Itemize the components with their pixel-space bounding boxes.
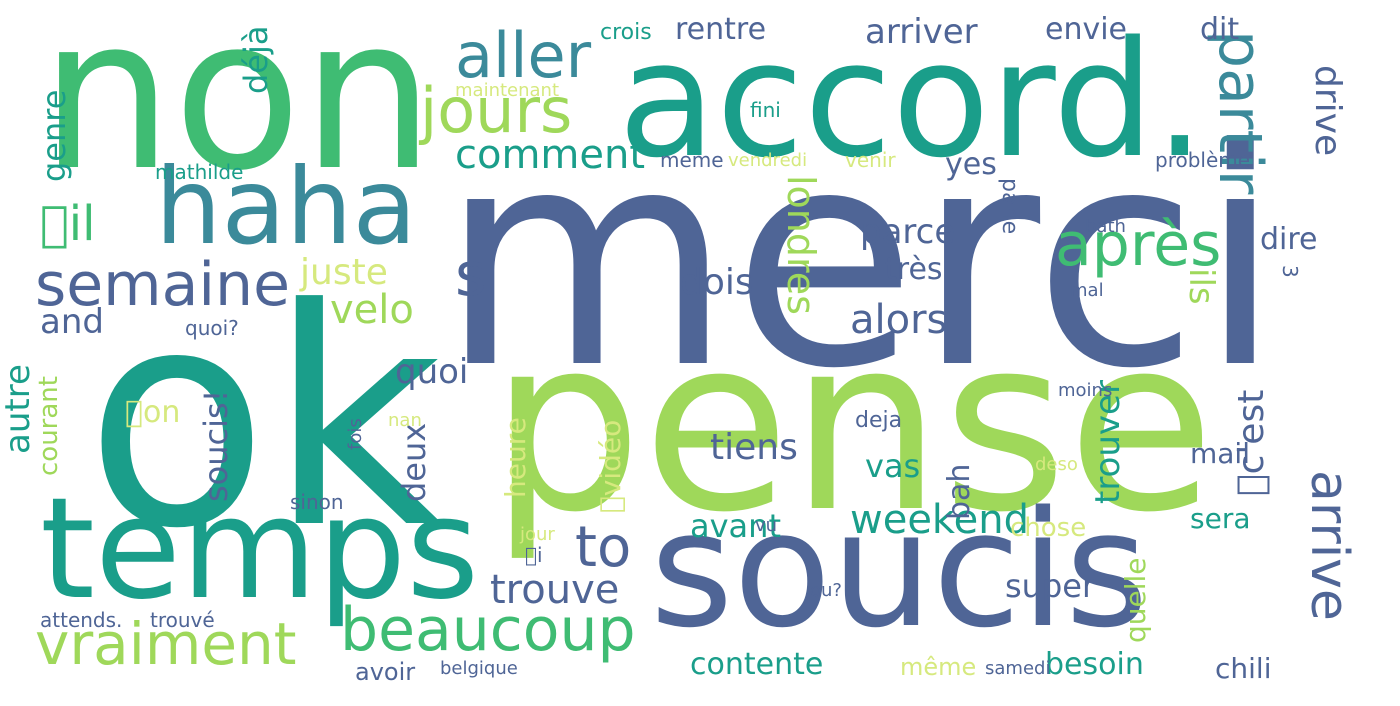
word-attends: attends. [40,610,122,630]
word-vendredi: vendredi [728,152,807,170]
word-fini: fini [750,100,781,120]
word-deja: deja [855,410,902,432]
word-quoi: quoi [395,355,468,389]
word-weekend: weekend [850,500,1029,540]
word-ils: ils [1184,268,1218,305]
word-rentre: rentre [675,15,766,45]
word-deux: deux [398,423,430,502]
word-crois: crois [600,22,652,44]
word-quoi-q: quoi? [185,318,239,338]
word-aller: aller [455,25,591,87]
word-maintenant: maintenant [455,82,559,100]
word-dit: dit [1200,15,1239,45]
word-arrive: arrive [1303,470,1355,621]
word-on-prefixed:  on [125,398,180,428]
word-bath: bath [1085,218,1126,236]
word-3: 3 [1280,265,1300,278]
word-jour: jour [520,526,555,544]
word-alors: alors [850,300,947,340]
word-quelle: quelle [1122,557,1150,643]
word-parce: parce [860,215,955,249]
word-tres: très [885,255,943,285]
word-envie: envie [1045,15,1127,45]
word-chili: chili [1215,655,1271,683]
word-drive: drive [1309,65,1345,156]
word-s: s [455,245,486,305]
word-sera: sera [1190,505,1250,533]
word-i-prefixed:  i [525,545,543,565]
word-video-prefixed:  vidéo [597,420,625,513]
word-genre: genre [38,90,70,182]
word-vu: vu [755,517,777,535]
word-il-prefixed:  il [40,200,95,248]
word-sinon: sinon [290,492,344,512]
word-parle: parle [998,178,1020,234]
word-tiens: tiens [710,430,798,466]
word-meme: meme [660,150,724,170]
word-courant: courant [36,376,62,476]
word-velo: velo [330,290,414,330]
word-samedi: samedi [985,660,1050,678]
word-to: to [575,520,631,576]
word-dois: dois [680,265,754,301]
word-juste: juste [300,255,388,291]
word-mathilde: mathilde [155,162,243,182]
word-soucis-exclaim: soucis! [200,389,232,502]
word-moins: moins [1058,382,1112,400]
word-mal: mal [1070,282,1104,300]
word-mail: mail [1190,440,1250,468]
word-belgique: belgique [440,660,518,678]
word-and: and [40,305,104,339]
word-londres: londres [782,175,820,315]
word-probleme: problème [1155,150,1250,170]
word-heure: heure [502,417,530,498]
word-deso: deso [1035,456,1078,474]
word-avoir: avoir [355,660,415,684]
word-venir: venir [845,150,896,170]
word-ou-q: ou? [810,582,842,600]
word-meme-accent: même [900,655,976,679]
word-yes: yes [945,150,997,180]
word-apres: après [1055,215,1221,275]
word-comment: comment [455,135,645,175]
word-fois: fois [347,418,365,450]
word-nan: nan [388,412,422,430]
word-bah: bah [945,464,975,520]
word-besoin: besoin [1045,650,1144,680]
word-dire: dire [1260,225,1318,255]
word-vas: vas [865,450,920,482]
word-super: super [1005,570,1095,602]
word-chose: chose [1010,515,1086,541]
word-arriver: arriver [865,15,978,49]
word-contente: contente [690,650,823,680]
word-trouve-accent: trouvé [150,610,215,630]
word-autre: autre [1,364,35,454]
word-deja-accent: déjà [240,26,272,95]
